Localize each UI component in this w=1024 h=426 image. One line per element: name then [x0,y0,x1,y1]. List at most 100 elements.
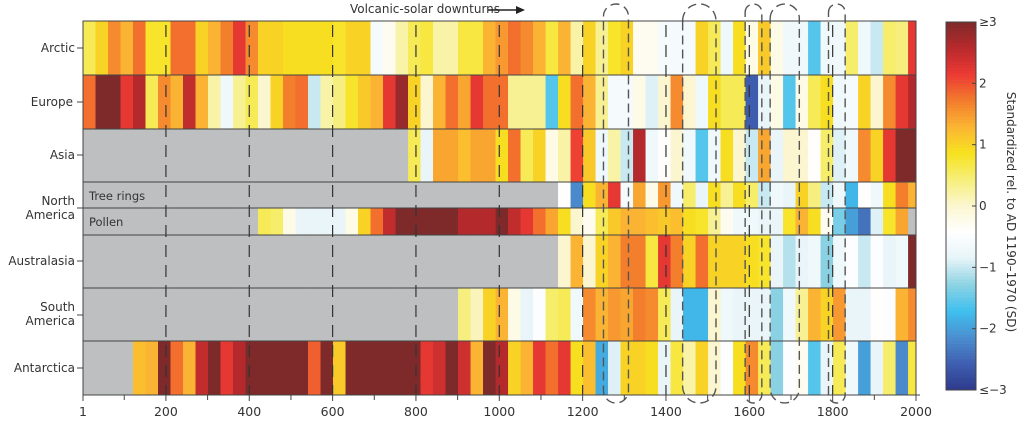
heatmap-cell [558,341,571,395]
heatmap-cell [708,288,721,341]
heatmap-cell [345,208,359,235]
heatmap-cell [645,288,659,341]
heatmap-cell [383,75,396,129]
heatmap-cell [808,288,821,341]
subrow-label-pollen: Pollen [89,215,123,229]
heatmap-cell [758,235,771,288]
heatmap-cell [183,75,196,129]
heatmap-cell [620,75,634,129]
heatmap-cell [145,75,159,129]
colorbar-segment [946,270,976,274]
heatmap-cell [545,288,559,341]
downturn-marker-1250-1310 [602,3,630,404]
heatmap-cell [258,288,271,341]
x-tick-label-600: 600 [321,404,345,419]
heatmap-cell [758,341,771,395]
colorbar-segment [946,319,976,324]
heatmap-cell [895,182,909,208]
colorbar-segment [946,310,976,314]
heatmap-cell [783,235,796,288]
x-tick-label-400: 400 [237,404,261,419]
heatmap-cell [533,21,546,75]
heatmap-cell [808,208,821,235]
colorbar-segment [946,202,976,207]
heatmap-cell [195,182,209,208]
heatmap-cell [370,208,384,235]
heatmap-cell [545,208,559,235]
colorbar-segment [946,288,976,293]
heatmap-cell [495,341,509,395]
heatmap-cell [858,129,871,182]
heatmap-cell [383,208,396,235]
heatmap-cell [895,129,909,182]
colorbar-segment [946,356,976,360]
heatmap-cell [733,235,746,288]
heatmap-cell [358,288,371,341]
colorbar-segment [946,353,976,357]
heatmap-cell [420,129,434,182]
heatmap-cell [508,341,521,395]
heatmap-cell [508,75,521,129]
colorbar-segment [946,193,976,198]
heatmap-cell [458,182,471,208]
heatmap-cell [883,75,896,129]
heatmap-cell [408,129,421,182]
heatmap-cell [733,182,746,208]
heatmap-cell [745,75,759,129]
colorbar-segment [946,230,976,235]
heatmap-cell [645,75,659,129]
annotation-text: Volcanic-solar downturns [350,2,500,16]
heatmap-cell [795,341,809,395]
colorbar-segment [946,245,976,250]
heatmap-cell [95,288,109,341]
heatmap-cell [720,288,734,341]
colorbar-segment [946,117,976,121]
heatmap-cell [483,288,496,341]
heatmap-cell [95,129,109,182]
heatmap-cell [895,75,909,129]
heatmap-cell [820,208,834,235]
heatmap-cell [83,235,96,288]
colorbar-segment [946,58,976,63]
heatmap-cell [908,75,917,129]
heatmap-cell [670,75,684,129]
heatmap-cell [520,341,534,395]
heatmap-cell [795,288,809,341]
heatmap-cell [195,21,209,75]
heatmap-cell [845,341,859,395]
heatmap-cell [695,21,709,75]
region-label-arctic: Arctic [41,41,75,55]
heatmap-cell [233,75,246,129]
colorbar-segment [946,209,976,213]
colorbar-segment [946,37,976,41]
heatmap-cell [558,208,571,235]
x-tick-label-1000: 1000 [483,404,515,419]
heatmap-cell [520,21,534,75]
heatmap-cell [395,235,409,288]
heatmap-cell [83,182,96,208]
heatmap-cell [133,182,146,208]
heatmap-cell [808,21,821,75]
heatmap-cell [583,288,596,341]
colorbar-segment [946,365,976,370]
heatmap-cell [445,208,459,235]
heatmap-cell [170,208,184,235]
colorbar-segment [946,52,976,57]
heatmap-cell [833,21,846,75]
colorbar-segment [946,374,976,379]
heatmap-cell [783,129,796,182]
heatmap-cell [720,75,734,129]
heatmap-cell [233,208,246,235]
colorbar-segment [946,123,976,127]
heatmap-cell [583,235,596,288]
colorbar-segment [946,80,976,84]
colorbar-segment [946,282,976,287]
heatmap-cell [270,208,284,235]
heatmap-cell [570,182,584,208]
heatmap-cell [308,208,321,235]
heatmap-cell [683,208,696,235]
region-label-south: South [40,300,75,314]
heatmap-cell [583,341,596,395]
colorbar-segment [946,101,976,106]
heatmap-cell [470,129,484,182]
